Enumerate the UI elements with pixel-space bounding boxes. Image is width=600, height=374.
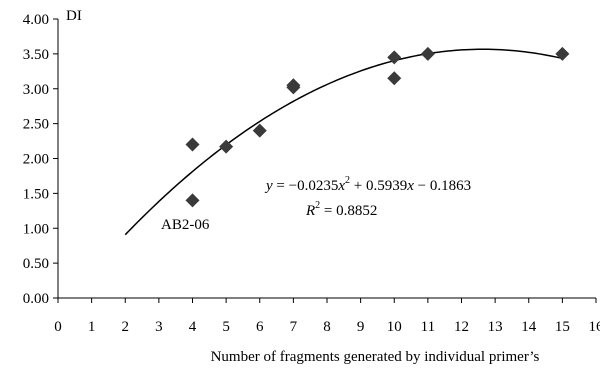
y-tick-label: 2.00 bbox=[23, 152, 49, 168]
data-point bbox=[387, 50, 402, 65]
y-tick-label: 2.50 bbox=[23, 117, 49, 133]
r-squared-label: R2 = 0.8852 bbox=[305, 200, 377, 219]
y-axis-ticks: 0.00 0.50 1.00 1.50 2.00 2.50 3.00 3.50 4.00 bbox=[23, 12, 58, 307]
r-squared-exponent: 2 bbox=[315, 200, 320, 211]
y-tick-label: 0.50 bbox=[23, 256, 49, 272]
data-point bbox=[555, 46, 570, 61]
x-tick-label: 0 bbox=[54, 319, 62, 335]
equation-exponent: 2 bbox=[345, 175, 350, 186]
x-tick-label: 11 bbox=[421, 319, 435, 335]
x-tick-label: 10 bbox=[387, 319, 402, 335]
data-point bbox=[219, 139, 234, 154]
trendline-equation: y = −0.0235x2 + 0.5939x − 0.1863 bbox=[264, 175, 471, 194]
y-tick-label: 0.00 bbox=[23, 291, 49, 307]
axes bbox=[57, 19, 596, 299]
data-points bbox=[185, 46, 570, 208]
equation-coef-c: − 0.1863 bbox=[414, 178, 471, 194]
equation-x: x bbox=[406, 178, 414, 194]
point-annotation-label: AB2-06 bbox=[161, 217, 210, 233]
x-axis-ticks: 0 1 2 3 4 5 6 7 8 9 10 11 12 13 14 15 16 bbox=[54, 298, 600, 335]
x-axis-label: Number of fragments generated by individ… bbox=[211, 349, 540, 365]
y-tick-label: 4.00 bbox=[23, 12, 49, 28]
x-tick-label: 15 bbox=[555, 319, 570, 335]
x-tick-label: 5 bbox=[222, 319, 230, 335]
x-tick-label: 8 bbox=[323, 319, 331, 335]
x-tick-label: 3 bbox=[155, 319, 163, 335]
y-tick-label: 1.00 bbox=[23, 221, 49, 237]
r-squared-value: = 0.8852 bbox=[320, 203, 377, 219]
data-point bbox=[286, 78, 301, 93]
equation-coef-a: = −0.0235 bbox=[273, 178, 339, 194]
y-axis-label: DI bbox=[66, 8, 82, 24]
data-point bbox=[387, 71, 402, 86]
data-point bbox=[420, 46, 435, 61]
equation-x: x bbox=[337, 178, 345, 194]
x-tick-label: 13 bbox=[488, 319, 503, 335]
data-point bbox=[185, 137, 200, 152]
r-squared-r: R bbox=[305, 203, 315, 219]
x-tick-label: 7 bbox=[290, 319, 298, 335]
data-point bbox=[185, 193, 200, 208]
x-tick-label: 2 bbox=[122, 319, 130, 335]
x-tick-label: 12 bbox=[454, 319, 469, 335]
x-tick-label: 9 bbox=[357, 319, 365, 335]
equation-y: y bbox=[264, 178, 273, 194]
y-tick-label: 1.50 bbox=[23, 186, 49, 202]
x-tick-label: 6 bbox=[256, 319, 264, 335]
x-tick-label: 1 bbox=[88, 319, 96, 335]
x-tick-label: 16 bbox=[589, 319, 600, 335]
data-point bbox=[252, 123, 267, 138]
y-tick-label: 3.50 bbox=[23, 47, 49, 63]
x-tick-label: 4 bbox=[189, 319, 197, 335]
trendline bbox=[124, 48, 563, 236]
equation-coef-b: + 0.5939 bbox=[350, 178, 407, 194]
x-tick-label: 14 bbox=[521, 319, 537, 335]
y-tick-label: 3.00 bbox=[23, 82, 49, 98]
